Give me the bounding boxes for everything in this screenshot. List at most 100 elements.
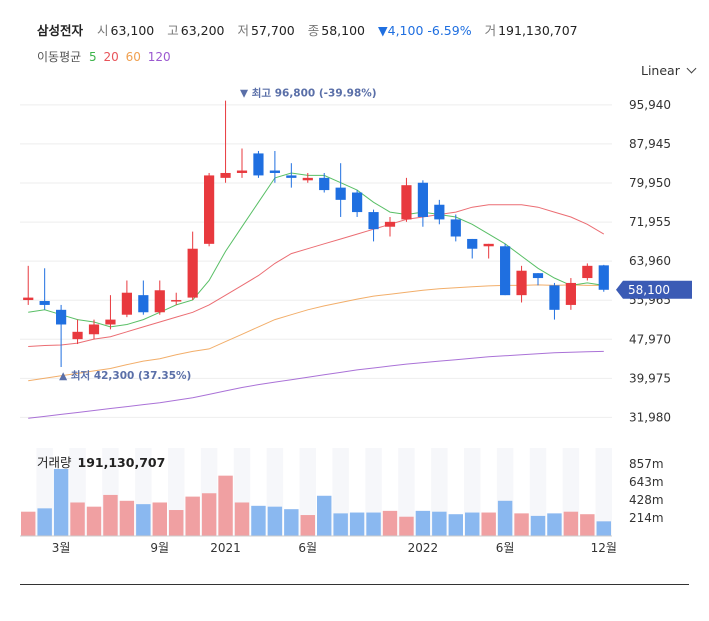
candle-body[interactable] xyxy=(368,212,379,230)
volume-panel-label: 거래량 xyxy=(37,455,72,470)
candle-body[interactable] xyxy=(565,282,576,305)
ma-120-legend[interactable]: 120 xyxy=(147,50,171,64)
volume-panel-value: 191,130,707 xyxy=(77,455,166,470)
y-tick-label: 63,960 xyxy=(629,254,671,268)
x-tick-label: 12월 xyxy=(591,541,617,555)
volume-bar[interactable] xyxy=(119,500,135,536)
x-tick-label: 6월 xyxy=(496,541,515,555)
candle-body[interactable] xyxy=(401,185,412,220)
candle-body[interactable] xyxy=(56,309,67,325)
candle-body[interactable] xyxy=(269,170,280,173)
candle-body[interactable] xyxy=(138,295,149,313)
volume-tick-label: 857m xyxy=(629,457,664,471)
volume-bar[interactable] xyxy=(284,509,299,536)
volume-bar[interactable] xyxy=(596,521,611,536)
candle-body[interactable] xyxy=(319,177,330,191)
candle-body[interactable] xyxy=(253,153,264,176)
candle-body[interactable] xyxy=(220,172,231,178)
volume-bar[interactable] xyxy=(399,516,414,536)
volume-bar[interactable] xyxy=(317,495,332,536)
candle-body[interactable] xyxy=(549,285,560,310)
volume-bar[interactable] xyxy=(136,504,151,536)
volume-bar[interactable] xyxy=(465,512,480,536)
volume-bar[interactable] xyxy=(37,508,52,536)
candle-body[interactable] xyxy=(302,177,313,181)
current-price-tag xyxy=(616,280,692,299)
candle-body[interactable] xyxy=(204,175,215,244)
candle-body[interactable] xyxy=(417,182,428,217)
candle-body[interactable] xyxy=(384,221,396,227)
candle-body[interactable] xyxy=(88,324,100,335)
volume-bar[interactable] xyxy=(267,506,283,536)
candle-body[interactable] xyxy=(154,290,165,313)
volume-bar[interactable] xyxy=(103,494,118,536)
volume-tick-label: 214m xyxy=(629,511,664,525)
candle-body[interactable] xyxy=(23,297,34,301)
ma-60-legend[interactable]: 60 xyxy=(125,50,141,64)
volume-bar[interactable] xyxy=(366,512,381,536)
volume-bar[interactable] xyxy=(86,506,102,536)
high-annotation: ▼ 최고 96,800 (-39.98%) xyxy=(240,87,377,100)
volume-bar[interactable] xyxy=(448,514,463,536)
candle-body[interactable] xyxy=(171,300,182,302)
volume-bar[interactable] xyxy=(53,468,69,536)
volume-bar[interactable] xyxy=(251,505,266,536)
scale-selector[interactable]: Linear xyxy=(641,63,697,78)
candle-body[interactable] xyxy=(335,187,346,200)
volume-bar[interactable] xyxy=(547,513,562,536)
candle-body[interactable] xyxy=(598,265,609,290)
volume-bar[interactable] xyxy=(382,510,398,536)
candle-body[interactable] xyxy=(450,219,461,237)
volume-label: 거 xyxy=(484,23,497,38)
ma-20-legend[interactable]: 20 xyxy=(103,50,119,64)
moving-average-legend: 이동평균 5 20 60 120 xyxy=(37,48,174,65)
candle-body[interactable] xyxy=(516,270,527,296)
volume-bar[interactable] xyxy=(218,475,233,536)
bottom-divider xyxy=(20,584,689,585)
volume-bar[interactable] xyxy=(70,502,85,536)
volume-bar[interactable] xyxy=(415,510,431,536)
candle-body[interactable] xyxy=(434,204,445,220)
y-tick-label: 71,955 xyxy=(629,215,671,229)
volume-bar[interactable] xyxy=(300,515,315,536)
volume-bar[interactable] xyxy=(563,511,579,536)
candle-body[interactable] xyxy=(500,246,511,296)
volume-bar[interactable] xyxy=(234,502,250,536)
volume-bar[interactable] xyxy=(333,513,348,536)
volume-background-column xyxy=(529,448,547,536)
candle-body[interactable] xyxy=(352,192,363,213)
candle-body[interactable] xyxy=(467,238,478,249)
volume-bar[interactable] xyxy=(21,511,36,536)
y-tick-label: 79,950 xyxy=(629,176,671,190)
candle-body[interactable] xyxy=(39,301,50,305)
candle-body[interactable] xyxy=(105,319,116,325)
volume-bar[interactable] xyxy=(432,511,447,536)
candle-body[interactable] xyxy=(236,170,248,173)
open-label: 시 xyxy=(97,23,109,38)
candle-body[interactable] xyxy=(582,265,593,279)
candle-body[interactable] xyxy=(532,273,544,279)
candle-body[interactable] xyxy=(187,248,198,298)
volume-tick-label: 428m xyxy=(629,493,664,507)
volume-bar[interactable] xyxy=(481,512,496,536)
volume-bar[interactable] xyxy=(152,502,167,536)
y-tick-label: 95,940 xyxy=(629,98,671,112)
volume-bar[interactable] xyxy=(530,515,546,536)
volume-bar[interactable] xyxy=(514,513,529,536)
ma-5-legend[interactable]: 5 xyxy=(89,50,97,64)
volume-bar[interactable] xyxy=(201,493,217,536)
volume-bar[interactable] xyxy=(580,514,595,536)
y-tick-label: 39,975 xyxy=(629,371,671,385)
candle-body[interactable] xyxy=(72,331,83,340)
volume-bar[interactable] xyxy=(349,512,365,536)
candle-body[interactable] xyxy=(121,292,132,315)
candle-body[interactable] xyxy=(483,243,494,247)
volume-panel-title: 거래량 191,130,707 xyxy=(37,452,165,471)
current-price-label: 58,100 xyxy=(628,283,670,297)
volume-bar[interactable] xyxy=(169,510,184,536)
high-label: 고 xyxy=(167,23,179,38)
candle-body[interactable] xyxy=(286,175,297,178)
close-value: 58,100 xyxy=(321,23,366,38)
volume-bar[interactable] xyxy=(185,496,200,536)
volume-bar[interactable] xyxy=(497,500,513,536)
